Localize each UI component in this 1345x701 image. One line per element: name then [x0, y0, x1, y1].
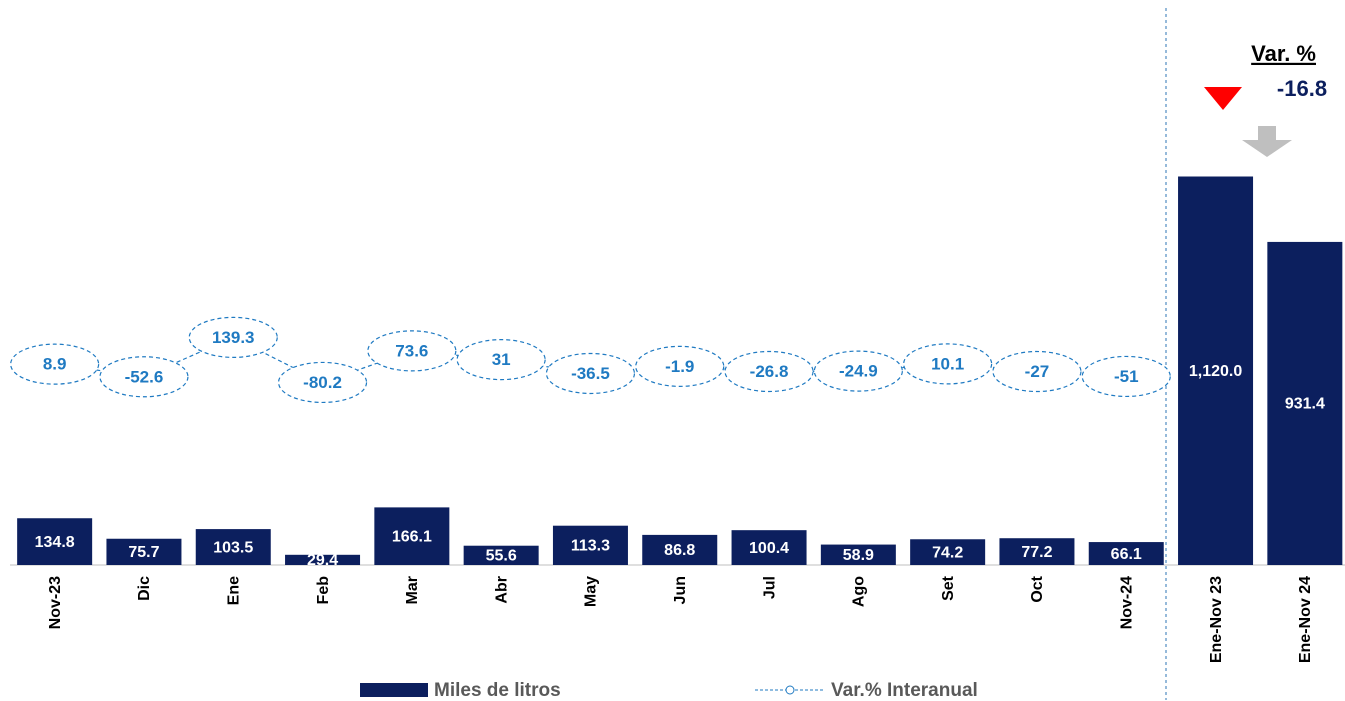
bar [17, 518, 93, 565]
bar [999, 538, 1075, 565]
point-label: 8.9 [43, 355, 67, 374]
point-label: 10.1 [931, 354, 964, 373]
x-tick-label: Ene [225, 576, 242, 605]
variation-value: -16.8 [1277, 76, 1327, 101]
point-label: 139.3 [212, 328, 255, 347]
point-label: -80.2 [303, 373, 342, 392]
bar-label: 86.8 [664, 542, 695, 559]
legend-label: Var.% Interanual [831, 680, 978, 701]
point-bubble [992, 350, 1082, 393]
bar [1267, 241, 1343, 565]
bar-label: 74.2 [932, 544, 963, 561]
point-bubble [277, 361, 368, 404]
x-tick-label: Jun [672, 576, 689, 604]
bar [195, 529, 271, 565]
x-tick-label: Jul [761, 576, 778, 599]
point-bubble [367, 330, 457, 372]
legend-label: Miles de litros [434, 680, 561, 701]
point-bubble [10, 343, 100, 385]
bar-label: 77.2 [1021, 544, 1052, 561]
point-label: 73.6 [395, 341, 428, 360]
bar-label: 931.4 [1285, 396, 1325, 413]
bar-label: 55.6 [486, 548, 517, 565]
bar [820, 544, 896, 565]
arrow-head [1242, 140, 1292, 157]
bar [910, 539, 986, 565]
bar [642, 534, 718, 565]
x-tick-label: Ene-Nov 23 [1208, 576, 1225, 663]
point-bubble [545, 352, 636, 395]
legend-marker [785, 685, 795, 695]
point-bubble [813, 350, 903, 392]
point-bubble [635, 345, 725, 387]
bar [463, 545, 539, 565]
bar-label: 134.8 [35, 534, 75, 551]
point-label: -36.5 [571, 364, 610, 383]
bar-label: 113.3 [571, 538, 610, 555]
x-tick-label: May [583, 576, 600, 607]
x-tick-label: Dic [136, 576, 153, 601]
x-tick-label: Nov-24 [1118, 576, 1135, 629]
x-tick-label: Oct [1029, 575, 1046, 602]
x-tick-label: Nov-23 [47, 576, 64, 629]
x-tick-label: Abr [493, 576, 510, 604]
point-label: -27 [1025, 362, 1050, 381]
point-bubble [456, 339, 546, 381]
x-tick-label: Set [940, 575, 957, 601]
bar-label: 100.4 [749, 540, 789, 557]
point-label: -51 [1114, 367, 1139, 386]
legend-swatch [360, 683, 428, 697]
bar [285, 554, 361, 565]
point-label: -24.9 [839, 362, 878, 381]
x-tick-label: Ene-Nov 24 [1297, 576, 1314, 663]
point-label: 31 [492, 350, 511, 369]
bar [106, 538, 182, 565]
point-label: -1.9 [665, 357, 694, 376]
arrow-shaft [1258, 126, 1276, 140]
down-triangle [1204, 87, 1242, 110]
bar-label: 58.9 [843, 547, 874, 564]
bar [552, 525, 628, 565]
bar-label: 66.1 [1111, 546, 1142, 563]
point-label: -26.8 [750, 362, 789, 381]
point-bubble [188, 316, 278, 358]
bar-label: 75.7 [128, 544, 159, 561]
bar [731, 530, 807, 565]
bar-label: 1,120.0 [1189, 363, 1242, 380]
variation-label: Var. % [1251, 41, 1316, 66]
x-tick-label: Feb [315, 576, 332, 605]
bar-label: 166.1 [392, 528, 432, 545]
bar-label: 103.5 [213, 539, 253, 556]
point-label: -52.6 [125, 367, 164, 386]
bar [374, 507, 450, 565]
point-bubble [724, 350, 814, 393]
point-bubble [903, 343, 993, 385]
point-bubble [1081, 355, 1171, 398]
bar [1178, 176, 1254, 565]
x-tick-label: Ago [851, 576, 868, 607]
point-bubble [99, 356, 189, 398]
bar-label: 29.4 [307, 552, 338, 569]
x-tick-label: Mar [404, 576, 421, 604]
bar [1088, 542, 1164, 565]
